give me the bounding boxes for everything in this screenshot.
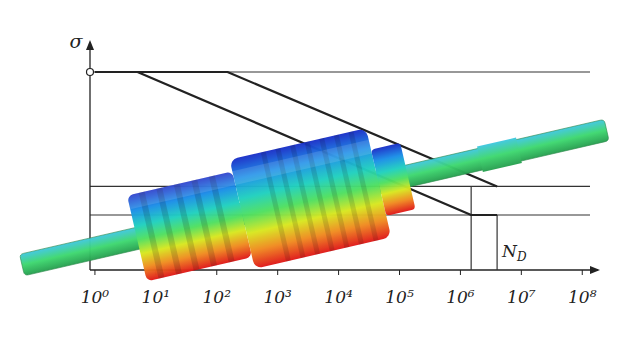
x-tick — [94, 270, 95, 275]
annotation-text: N — [501, 241, 518, 261]
annotation-subscript: D — [516, 250, 527, 264]
x-tick — [216, 270, 217, 275]
origin-circle — [87, 69, 94, 76]
x-tick-label: 10⁶ — [446, 287, 475, 307]
chart: 10⁰10¹10²10³10⁴10⁵10⁶10⁷10⁸NDσ — [0, 0, 638, 352]
x-tick — [582, 270, 583, 275]
y-axis-arrow — [86, 40, 94, 50]
annotation: ND — [501, 241, 527, 264]
x-tick — [521, 270, 522, 275]
x-tick-label: 10⁴ — [324, 287, 353, 307]
x-tick-label: 10⁰ — [81, 287, 110, 307]
shaft-render — [9, 75, 619, 319]
y-axis-label: σ — [70, 30, 84, 52]
x-tick — [338, 270, 339, 275]
x-tick — [277, 270, 278, 275]
x-tick-label: 10¹ — [142, 287, 170, 307]
reference-line — [497, 215, 498, 270]
x-tick — [460, 270, 461, 275]
x-tick-label: 10⁷ — [507, 287, 536, 307]
x-tick-label: 10⁵ — [385, 287, 414, 307]
x-tick-label: 10² — [203, 287, 232, 307]
x-axis-arrow — [590, 266, 600, 274]
x-tick — [399, 270, 400, 275]
y-axis — [89, 44, 90, 270]
reference-line — [471, 186, 472, 270]
x-tick-label: 10⁸ — [568, 287, 597, 307]
x-tick-label: 10³ — [263, 287, 292, 307]
